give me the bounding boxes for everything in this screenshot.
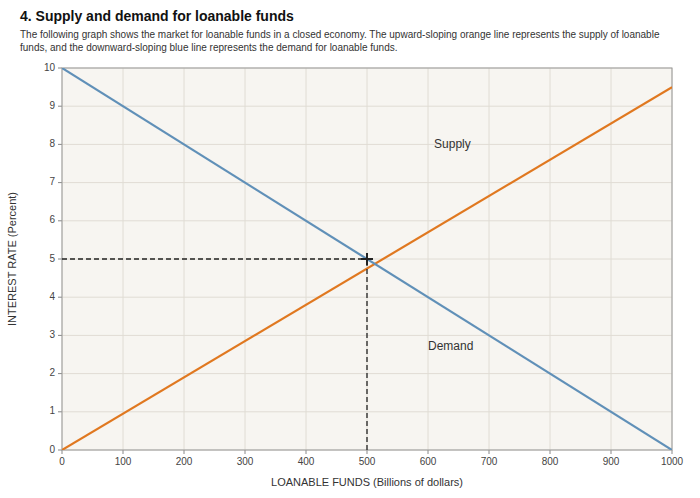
tick-label: 800 xyxy=(542,456,559,467)
tick-label: 900 xyxy=(603,456,620,467)
tick-mark xyxy=(489,450,490,454)
tick-label: 200 xyxy=(176,456,193,467)
tick-label: 10 xyxy=(44,62,56,73)
grid xyxy=(62,68,672,450)
tick-mark xyxy=(611,450,612,454)
tick-mark xyxy=(58,450,62,451)
tick-mark xyxy=(428,450,429,454)
tick-mark xyxy=(62,450,63,454)
grid-line xyxy=(62,144,672,145)
data xyxy=(62,68,672,450)
tick-label: 1000 xyxy=(661,456,684,467)
annotation: Supply xyxy=(434,137,471,151)
tick-mark xyxy=(58,182,62,183)
tick-mark xyxy=(123,450,124,454)
x-axis-label: LOANABLE FUNDS (Billions of dollars) xyxy=(271,476,463,488)
description: The following graph shows the market for… xyxy=(20,28,680,41)
tick-mark xyxy=(367,450,368,454)
tick-label: 400 xyxy=(298,456,315,467)
tick-mark xyxy=(245,450,246,454)
tick-mark xyxy=(58,373,62,374)
grid-line xyxy=(62,182,672,183)
annotation: Demand xyxy=(428,339,473,353)
tick-label: 0 xyxy=(49,444,55,455)
tick-label: 300 xyxy=(237,456,254,467)
tick-mark xyxy=(58,259,62,260)
tick-label: 5 xyxy=(49,253,55,264)
tick-label: 1 xyxy=(49,405,55,416)
tick-mark xyxy=(58,144,62,145)
tick-label: 2 xyxy=(49,367,55,378)
line xyxy=(62,68,672,450)
guide-line xyxy=(62,258,367,259)
tick-mark xyxy=(58,297,62,298)
tick-mark xyxy=(306,450,307,454)
tick-label: 9 xyxy=(49,100,55,111)
tick-label: 8 xyxy=(49,138,55,149)
tick-mark xyxy=(58,106,62,107)
chart-svg: 0 100 200 300 400 500 600 700 800 900 1000 0 1 2 3 4 5 6 7… xyxy=(0,54,700,494)
tick-mark xyxy=(58,335,62,336)
header: 4. Supply and demand for loanable funds T… xyxy=(0,0,700,54)
guide-line xyxy=(366,259,367,450)
point xyxy=(361,253,373,265)
tick-label: 4 xyxy=(49,291,55,302)
tick-mark xyxy=(58,220,62,221)
grid-line xyxy=(62,220,672,221)
tick-label: 6 xyxy=(49,214,55,225)
tick-mark xyxy=(672,450,673,454)
plot-background xyxy=(62,68,672,450)
tick-label: 500 xyxy=(359,456,376,467)
tick-mark xyxy=(550,450,551,454)
description: funds, and the downward-sloping blue lin… xyxy=(20,41,680,54)
tick-label: 3 xyxy=(49,329,55,340)
tick-label: 600 xyxy=(420,456,437,467)
tick-mark xyxy=(58,411,62,412)
grid-line xyxy=(62,106,672,107)
tick-mark xyxy=(184,450,185,454)
tick-label: 100 xyxy=(115,456,132,467)
y-axis-label: INTEREST RATE (Percent) xyxy=(6,192,18,326)
line xyxy=(62,87,672,450)
grid-line xyxy=(62,411,672,412)
title: 4. Supply and demand for loanable funds xyxy=(20,8,680,24)
tick-mark xyxy=(58,68,62,69)
tick-label: 700 xyxy=(481,456,498,467)
tick-label: 0 xyxy=(59,456,65,467)
chart: 0 100 200 300 400 500 600 700 800 900 1000 0 1 2 3 4 5 6 7… xyxy=(0,54,700,498)
plot-frame xyxy=(62,68,672,450)
tick-label: 7 xyxy=(49,176,55,187)
